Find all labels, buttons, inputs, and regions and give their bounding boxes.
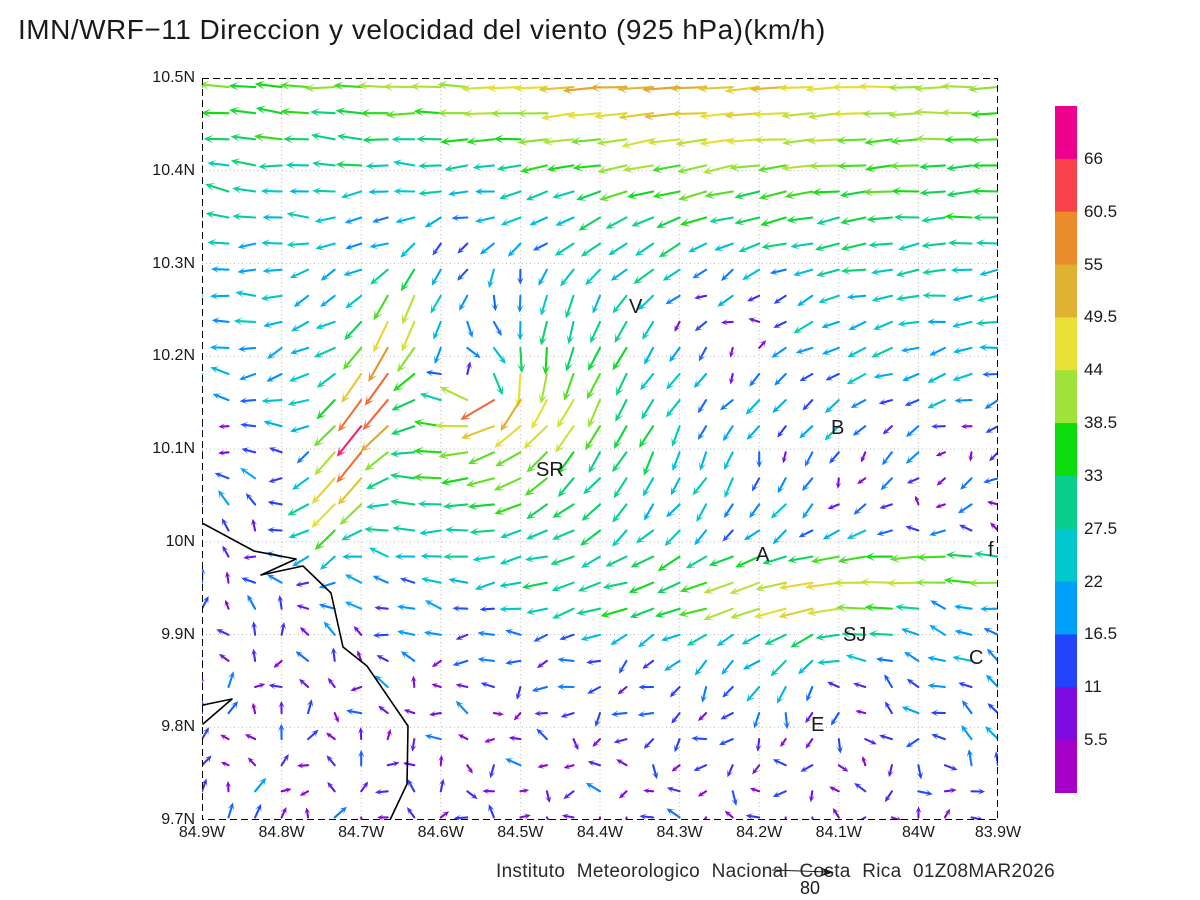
svg-text:f: f: [988, 539, 994, 561]
svg-text:A: A: [756, 544, 770, 566]
svg-text:B: B: [831, 417, 844, 439]
svg-text:E: E: [811, 714, 824, 736]
svg-text:SR: SR: [536, 459, 564, 481]
svg-text:V: V: [629, 296, 643, 318]
svg-text:SJ: SJ: [843, 624, 866, 646]
svg-text:C: C: [969, 647, 983, 669]
